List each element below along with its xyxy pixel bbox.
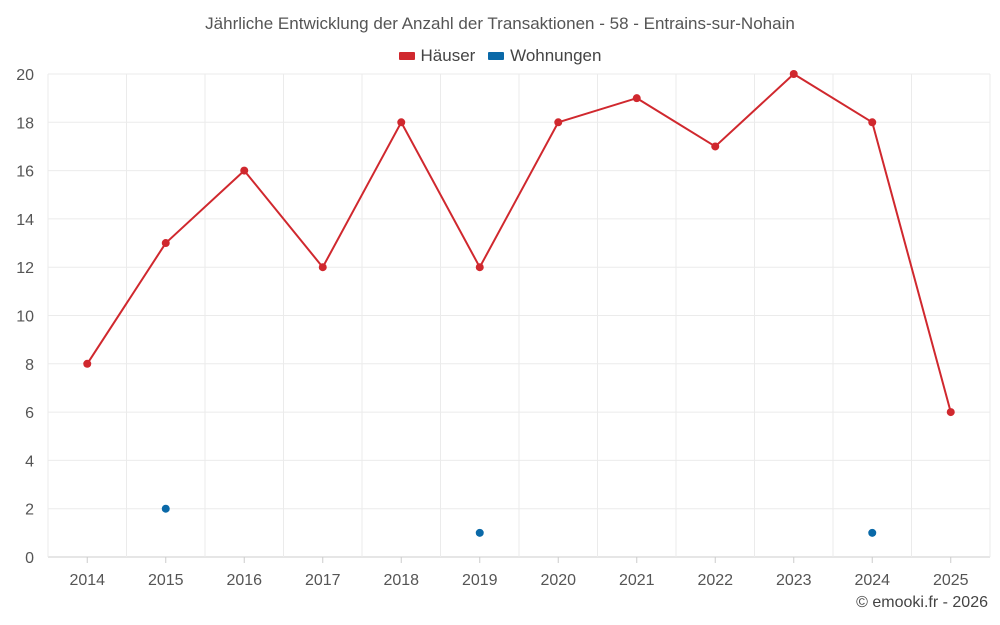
legend-swatch-haeuser (398, 52, 415, 60)
data-point-haeuser-2025 (946, 408, 955, 417)
axes: 0 2 4 6 8 10 12 14 16 18 20 2014 2015 2016 2017 2018 201… (16, 67, 968, 589)
y-tick-label-12: 12 (16, 260, 34, 277)
x-tick-label-2021: 2021 (619, 572, 655, 589)
y-tick-label-16: 16 (16, 164, 34, 181)
data-point-wohnungen-2015 (161, 504, 170, 513)
y-tick-label-2: 2 (25, 502, 34, 519)
x-tick-label-2020: 2020 (540, 572, 576, 589)
y-tick-label-20: 20 (16, 67, 34, 84)
y-tick-label-8: 8 (25, 357, 34, 374)
data-point-haeuser-2016 (240, 166, 249, 175)
y-tick-label-0: 0 (25, 550, 34, 567)
x-tick-label-2019: 2019 (462, 572, 498, 589)
data-point-haeuser-2022 (711, 142, 720, 151)
data-point-wohnungen-2024 (868, 528, 877, 537)
legend: Häuser Wohnungen (0, 45, 1000, 66)
data-point-haeuser-2017 (318, 263, 327, 272)
legend-label-haeuser: Häuser (420, 46, 476, 65)
data-point-haeuser-2019 (475, 263, 484, 272)
y-tick-label-10: 10 (16, 309, 34, 326)
x-tick-label-2022: 2022 (697, 572, 733, 589)
y-tick-label-18: 18 (16, 115, 34, 132)
x-tick-label-2014: 2014 (69, 572, 105, 589)
data-point-haeuser-2021 (632, 94, 641, 103)
data-point-haeuser-2014 (83, 359, 92, 368)
legend-swatch-wohnungen (488, 52, 505, 60)
data-point-wohnungen-2019 (475, 528, 484, 537)
series-line-haeuser (86, 73, 952, 413)
y-tick-label-14: 14 (16, 212, 34, 229)
y-tick-label-6: 6 (25, 405, 34, 422)
x-tick-label-2025: 2025 (933, 572, 969, 589)
data-point-haeuser-2024 (868, 118, 877, 127)
data-point-haeuser-2015 (161, 239, 170, 248)
legend-item-haeuser[interactable]: Häuser (398, 46, 476, 66)
x-tick-label-2015: 2015 (148, 572, 184, 589)
legend-label-wohnungen: Wohnungen (510, 46, 602, 65)
grid (47, 73, 991, 558)
x-tick-label-2016: 2016 (226, 572, 262, 589)
series (83, 70, 955, 537)
legend-item-wohnungen[interactable]: Wohnungen (488, 46, 601, 66)
data-point-haeuser-2020 (554, 118, 563, 127)
x-tick-label-2017: 2017 (305, 572, 341, 589)
x-tick-label-2018: 2018 (383, 572, 419, 589)
x-tick-label-2024: 2024 (854, 572, 890, 589)
data-point-haeuser-2018 (397, 118, 406, 127)
copyright-footer: © emooki.fr - 2026 (856, 594, 988, 611)
data-point-haeuser-2023 (789, 70, 798, 78)
chart-title: Jährliche Entwicklung der Anzahl der Tra… (205, 14, 795, 33)
x-tick-label-2023: 2023 (776, 572, 812, 589)
y-tick-label-4: 4 (25, 453, 34, 470)
